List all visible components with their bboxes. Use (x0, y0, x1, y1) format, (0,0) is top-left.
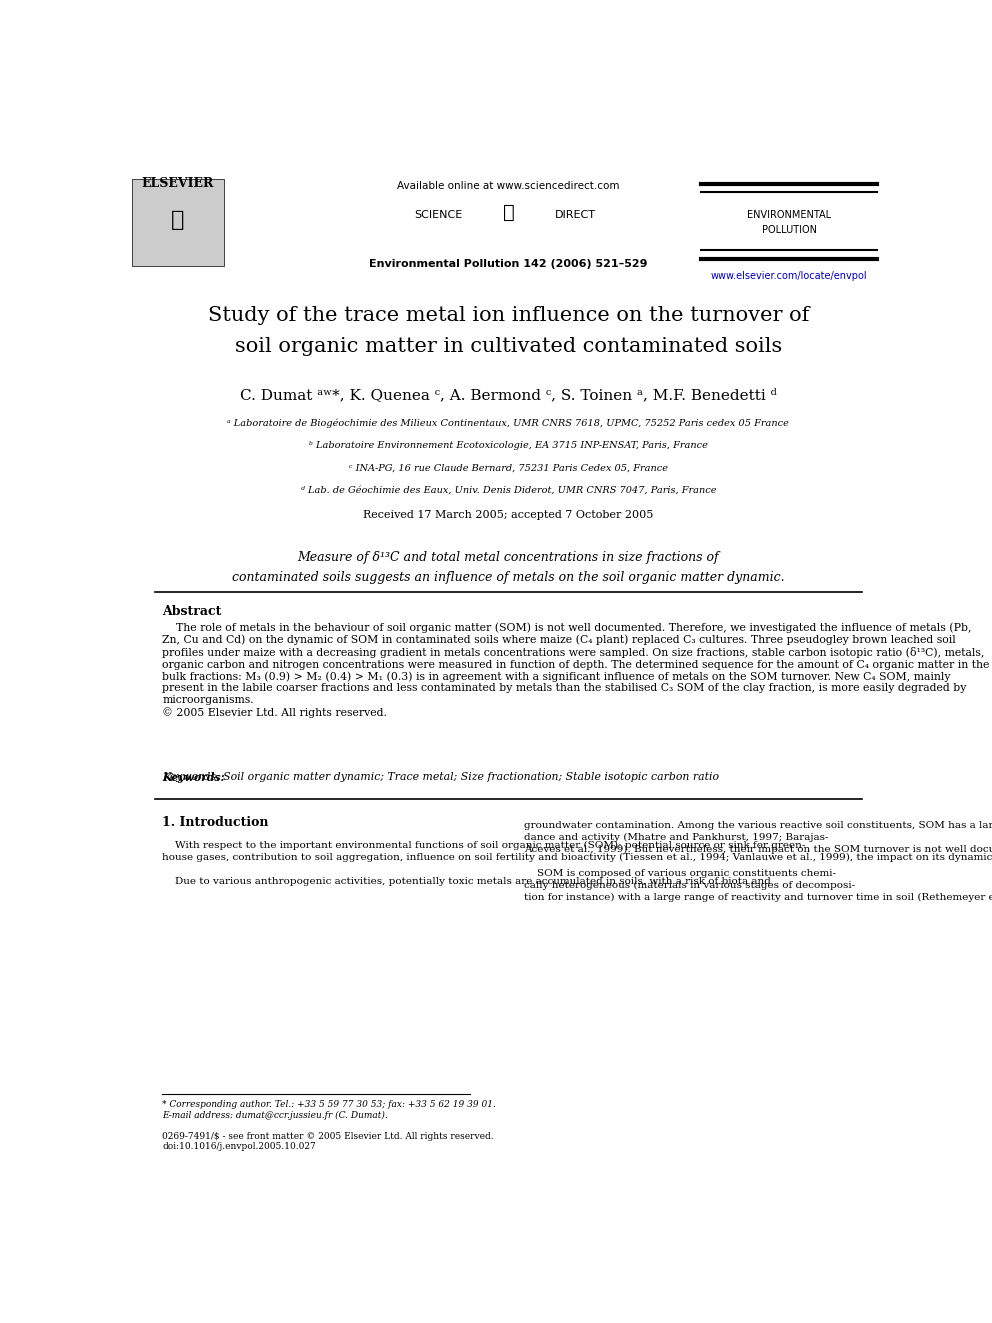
Text: Study of the trace metal ion influence on the turnover of: Study of the trace metal ion influence o… (207, 307, 809, 325)
Text: * Corresponding author. Tel.: +33 5 59 77 30 53; fax: +33 5 62 19 39 01.
E-mail : * Corresponding author. Tel.: +33 5 59 7… (163, 1099, 496, 1119)
Text: Keywords: Soil organic matter dynamic; Trace metal; Size fractionation; Stable i: Keywords: Soil organic matter dynamic; T… (163, 773, 719, 782)
Text: ᶜ INA-PG, 16 rue Claude Bernard, 75231 Paris Cedex 05, France: ᶜ INA-PG, 16 rue Claude Bernard, 75231 P… (349, 463, 668, 472)
Text: Abstract: Abstract (163, 605, 222, 618)
Text: Available online at www.sciencedirect.com: Available online at www.sciencedirect.co… (397, 181, 620, 191)
Text: ELSEVIER: ELSEVIER (142, 177, 214, 191)
Text: ᵇ Laboratoire Environnement Ecotoxicologie, EA 3715 INP-ENSAT, Paris, France: ᵇ Laboratoire Environnement Ecotoxicolog… (309, 441, 708, 450)
Text: C. Dumat ᵃʷ*, K. Quenea ᶜ, A. Bermond ᶜ, S. Toinen ᵃ, M.F. Benedetti ᵈ: C. Dumat ᵃʷ*, K. Quenea ᶜ, A. Bermond ᶜ,… (240, 388, 777, 402)
Text: POLLUTION: POLLUTION (762, 225, 816, 235)
Text: ENVIRONMENTAL: ENVIRONMENTAL (747, 209, 831, 220)
Text: groundwater contamination. Among the various reactive soil constituents, SOM has: groundwater contamination. Among the var… (524, 820, 992, 901)
Text: 1. Introduction: 1. Introduction (163, 816, 269, 828)
Text: SCIENCE: SCIENCE (414, 209, 462, 220)
Text: Keywords:: Keywords: (163, 773, 225, 783)
Text: soil organic matter in cultivated contaminated soils: soil organic matter in cultivated contam… (235, 337, 782, 356)
Bar (132, 179, 224, 266)
Text: Received 17 March 2005; accepted 7 October 2005: Received 17 March 2005; accepted 7 Octob… (363, 511, 654, 520)
Text: With respect to the important environmental functions of soil organic matter (SO: With respect to the important environmen… (163, 841, 992, 886)
Text: The role of metals in the behaviour of soil organic matter (SOM) is not well doc: The role of metals in the behaviour of s… (163, 622, 990, 717)
Text: Measure of δ¹³C and total metal concentrations in size fractions of: Measure of δ¹³C and total metal concentr… (298, 550, 719, 564)
Text: Environmental Pollution 142 (2006) 521–529: Environmental Pollution 142 (2006) 521–5… (369, 258, 648, 269)
Text: contaminated soils suggests an influence of metals on the soil organic matter dy: contaminated soils suggests an influence… (232, 572, 785, 585)
Text: ᵈ Lab. de Géochimie des Eaux, Univ. Denis Diderot, UMR CNRS 7047, Paris, France: ᵈ Lab. de Géochimie des Eaux, Univ. Deni… (301, 486, 716, 495)
Text: DIRECT: DIRECT (555, 209, 595, 220)
Text: ⓐ: ⓐ (503, 202, 514, 221)
Text: 0269-7491/$ - see front matter © 2005 Elsevier Ltd. All rights reserved.
doi:10.: 0269-7491/$ - see front matter © 2005 El… (163, 1131, 494, 1151)
Text: 🌿: 🌿 (172, 210, 185, 230)
Text: ᵃ Laboratoire de Biogéochimie des Milieux Continentaux, UMR CNRS 7618, UPMC, 752: ᵃ Laboratoire de Biogéochimie des Milieu… (227, 418, 790, 429)
Text: www.elsevier.com/locate/envpol: www.elsevier.com/locate/envpol (710, 271, 867, 280)
